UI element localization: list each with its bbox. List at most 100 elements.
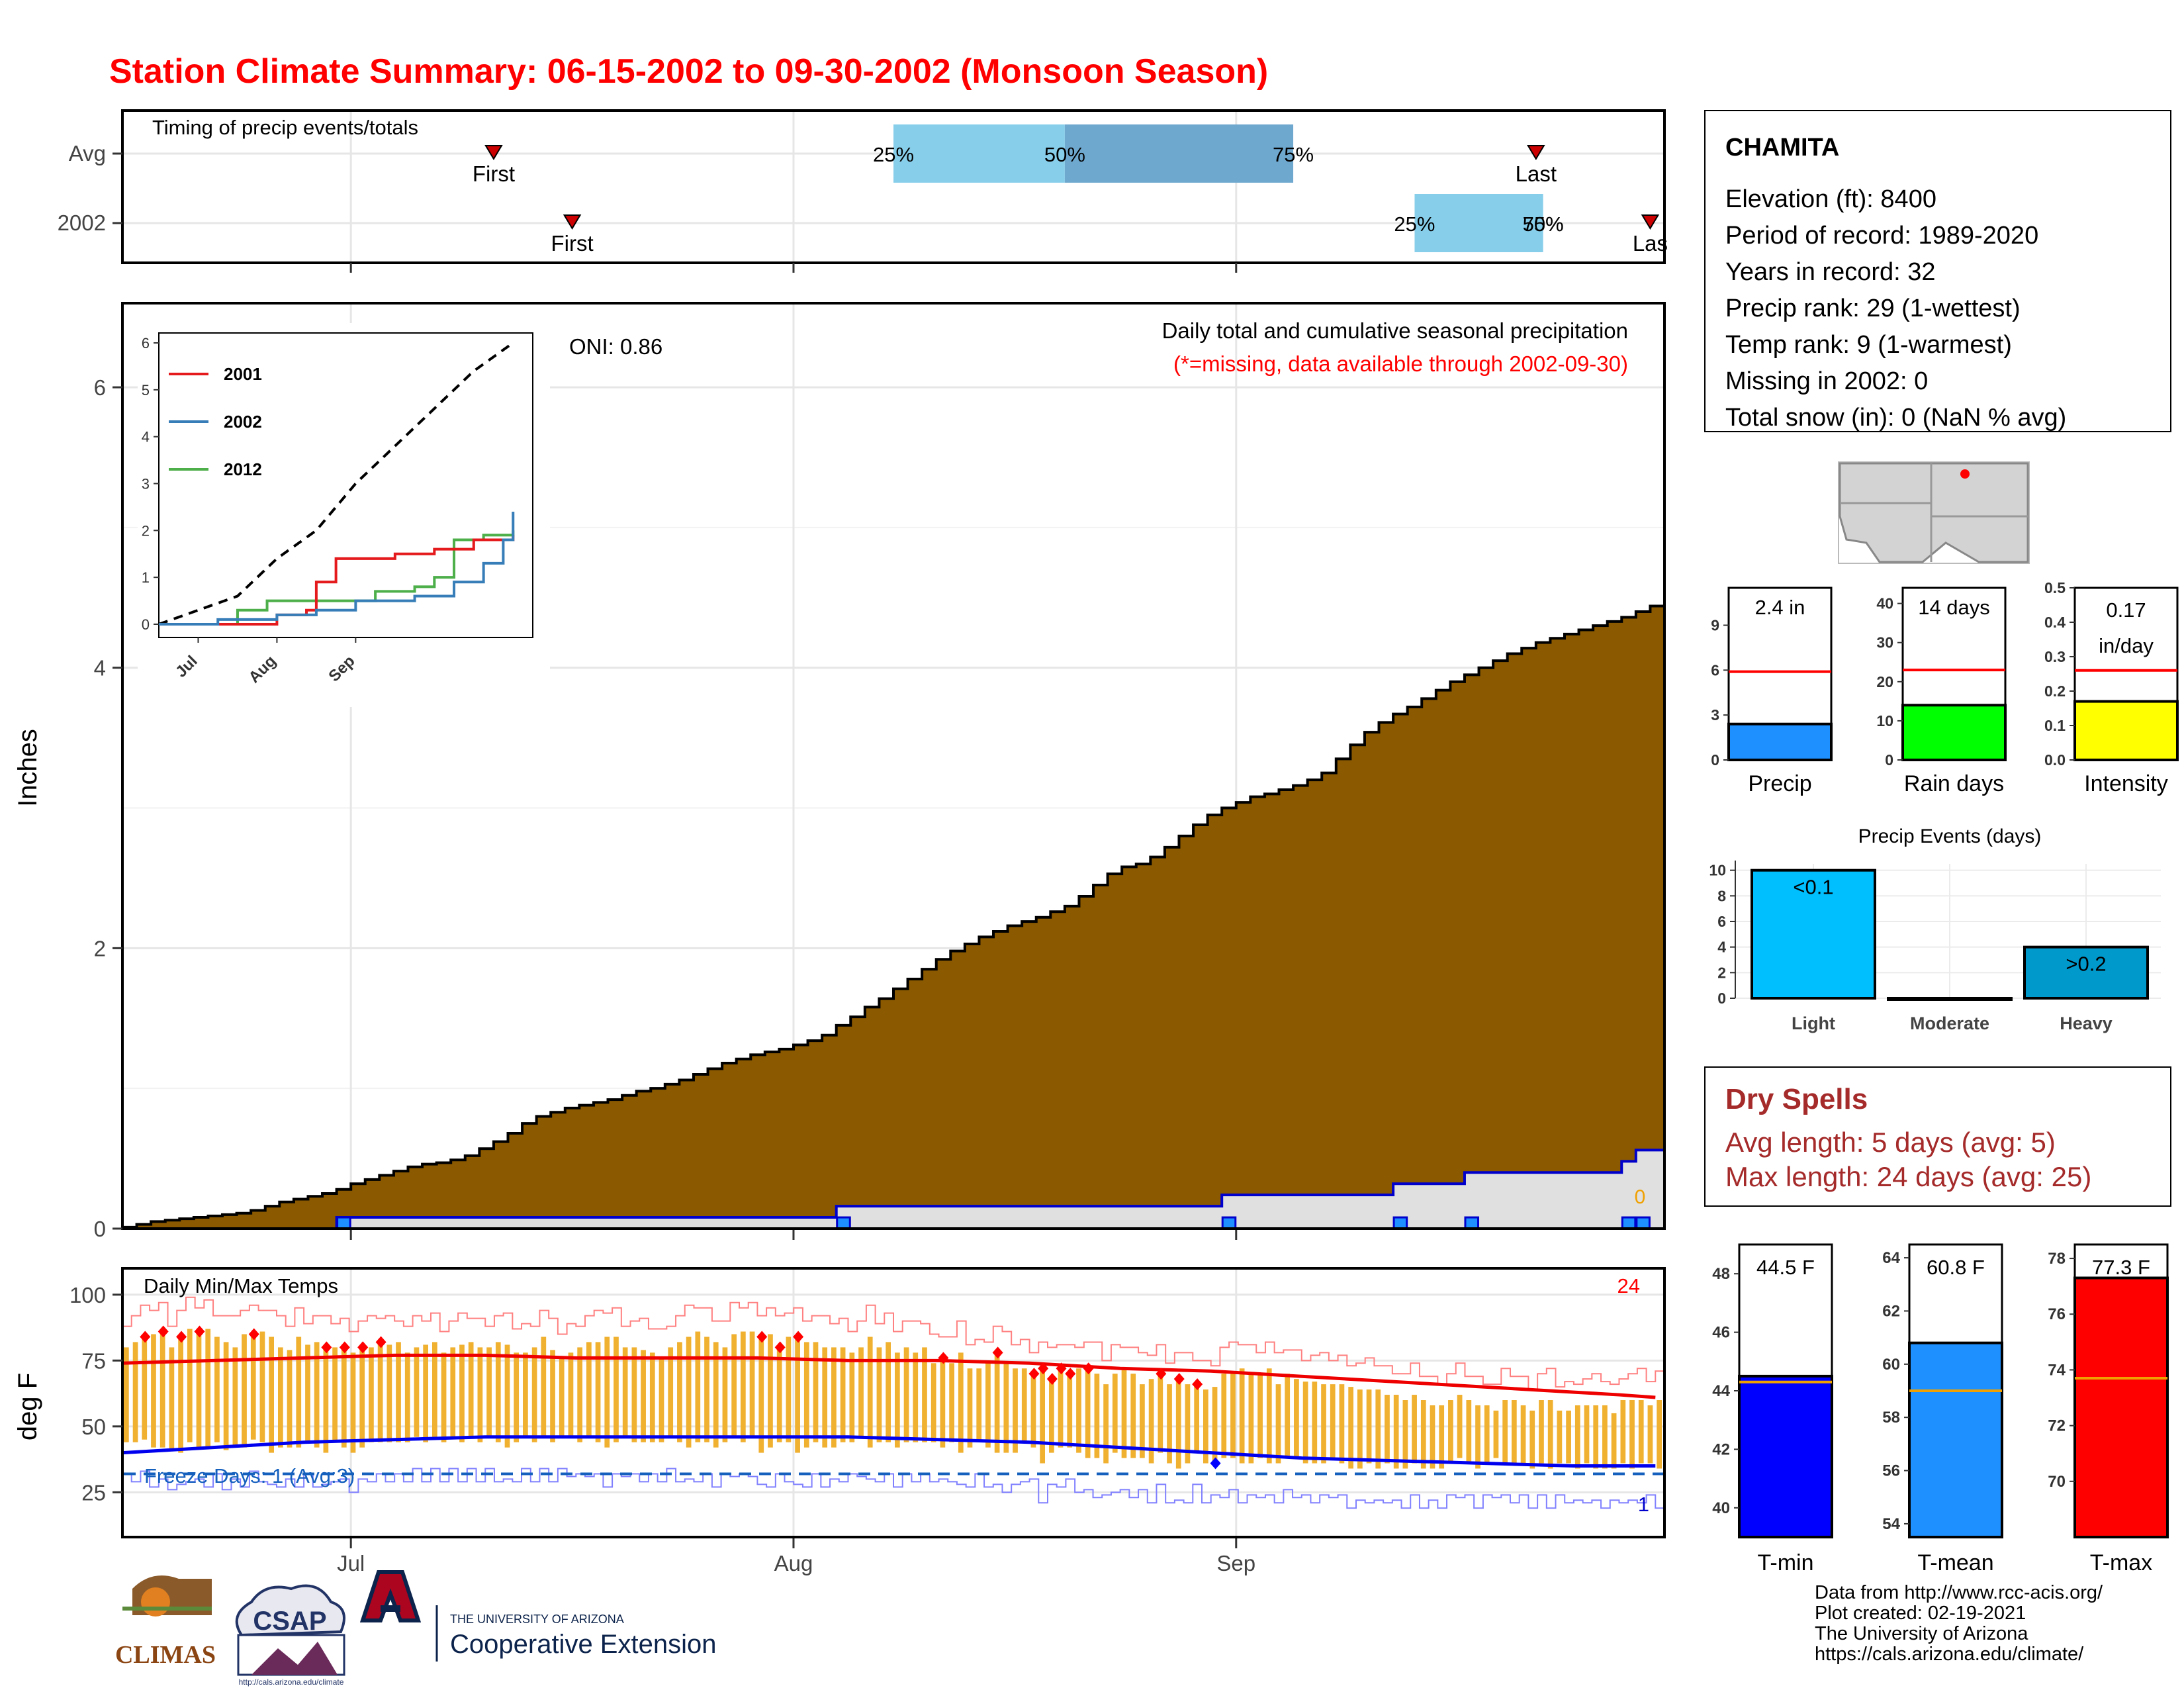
daily-temp-bar	[1466, 1400, 1472, 1464]
inset-legend-label-2002: 2002	[224, 412, 262, 432]
events-tick-label: 10	[1709, 862, 1726, 879]
daily-temp-bar	[1003, 1363, 1009, 1453]
timing-avg-q50-q75-bar	[1064, 124, 1294, 183]
mini-value-unit: in/day	[2099, 634, 2154, 657]
daily-temp-bar	[1547, 1400, 1553, 1469]
temp-bar-chart-t-max: 70 72 74 76 78 77.3 F T-max	[2048, 1243, 2169, 1575]
daily-temp-bar	[187, 1329, 193, 1442]
daily-temp-bar	[1439, 1405, 1445, 1469]
timing-avg-q25-q50-bar	[893, 124, 1065, 183]
station-info-frame	[1704, 110, 2171, 432]
temp-bar-category-label: T-min	[1758, 1550, 1814, 1575]
daily-temp-bar	[495, 1342, 501, 1442]
daily-temp-bar	[1030, 1374, 1036, 1448]
daily-temp-bar	[205, 1329, 211, 1448]
temp-bar-value-label: 44.5 F	[1756, 1256, 1815, 1279]
daily-temp-bar	[1257, 1374, 1263, 1458]
daily-temp-bar	[1140, 1384, 1145, 1458]
daily-temp-bar	[1321, 1384, 1326, 1464]
precip-y-tick-label-3: 6	[94, 375, 106, 400]
daily-temp-bar	[1629, 1400, 1635, 1469]
month-label-Sep: Sep	[1216, 1551, 1255, 1575]
oni-label: ONI: 0.86	[569, 334, 662, 359]
daily-temp-bar	[486, 1347, 492, 1437]
daily-temp-bar	[1584, 1405, 1590, 1464]
station-temp-rank: Temp rank: 9 (1-warmest)	[1725, 331, 2012, 359]
daily-temp-bar	[259, 1331, 265, 1442]
daily-temp-bar	[758, 1336, 764, 1453]
record-high-marker	[938, 1352, 949, 1364]
inset-y-tick-label-6: 6	[142, 335, 150, 352]
daily-temp-bar	[704, 1336, 709, 1442]
daily-temp-bar	[377, 1342, 383, 1442]
missing-count: 0	[1635, 1186, 1646, 1208]
daily-temp-bar	[305, 1344, 310, 1442]
temp-bar-tick-label: 48	[1712, 1265, 1730, 1283]
daily-temp-bar	[178, 1336, 183, 1453]
daily-temp-bar	[250, 1334, 256, 1440]
mini-tick-label: 30	[1876, 634, 1893, 651]
temp-bar-category-label: T-max	[2090, 1550, 2152, 1575]
daily-temp-bar	[614, 1336, 619, 1442]
daily-temp-bar	[1248, 1374, 1254, 1464]
temp-bar-tick-label: 46	[1712, 1324, 1730, 1342]
daily-temp-bar	[876, 1347, 882, 1442]
inset-y-tick-label-2: 2	[142, 522, 150, 539]
daily-temp-bar	[840, 1347, 846, 1442]
daily-temp-bar	[1103, 1384, 1109, 1464]
mini-chart-intensity: 0.0 0.1 0.2 0.3 0.4 0.5 0.17 in/day Intensity	[2044, 579, 2179, 796]
csap-logo-url: http://cals.arizona.edu/climate	[239, 1677, 344, 1687]
daily-temp-bar	[1076, 1368, 1081, 1453]
temp-bar-tick-label: 56	[1882, 1462, 1900, 1480]
daily-temp-bar	[858, 1347, 864, 1437]
daily-temp-bar	[1167, 1384, 1172, 1464]
daily-temp-bar	[1175, 1379, 1181, 1469]
mini-tick-label: 3	[1711, 706, 1719, 724]
temp-y-tick-label-0: 25	[81, 1480, 106, 1505]
temp-y-tick-label-1: 50	[81, 1415, 106, 1439]
daily-temp-bar	[1239, 1368, 1245, 1464]
daily-temp-bar	[332, 1347, 338, 1442]
precip-y-tick-label-0: 0	[94, 1217, 106, 1241]
daily-temp-bar	[541, 1336, 547, 1437]
precip-y-tick-label-1: 2	[94, 936, 106, 961]
events-bar-label-light: <0.1	[1793, 876, 1833, 899]
station-name: CHAMITA	[1725, 134, 1839, 162]
inset-y-tick-label-3: 3	[142, 476, 150, 492]
daily-temp-bar	[159, 1331, 165, 1448]
csap-logo: CSAP http://cals.arizona.edu/climate	[235, 1584, 345, 1687]
temp-y-tick-label-3: 100	[69, 1283, 106, 1307]
daily-temp-bar	[1058, 1368, 1064, 1448]
daily-temp-bar	[278, 1347, 283, 1448]
footer-data-source: Data from http://www.rcc-acis.org/	[1815, 1582, 2103, 1603]
daily-temp-bar	[441, 1352, 447, 1442]
temp-bar-value	[2073, 1276, 2169, 1538]
daily-temp-bar	[795, 1336, 800, 1453]
precip-x-ticks	[349, 1230, 1238, 1240]
events-bar-moderate	[1887, 997, 2013, 1001]
daily-temp-bar	[423, 1344, 428, 1442]
daily-temp-bar	[668, 1347, 674, 1437]
mini-tick-label: 0.2	[2044, 682, 2066, 700]
temp-bar-value-label: 60.8 F	[1927, 1256, 1985, 1279]
daily-precip-bar	[1621, 1216, 1637, 1230]
dry-spells-frame	[1704, 1066, 2171, 1207]
daily-temp-bar	[1484, 1405, 1490, 1464]
temp-bar-category-label: T-mean	[1917, 1550, 1993, 1575]
temp-bar-tick-label: 54	[1882, 1515, 1900, 1533]
daily-temp-bar	[595, 1342, 601, 1442]
events-bar-light	[1751, 868, 1876, 1000]
mini-tick-label: 6	[1711, 661, 1719, 679]
daily-temp-bar	[677, 1342, 682, 1442]
daily-temp-bar	[659, 1358, 664, 1442]
timing-2002-first-marker	[563, 214, 582, 230]
inset-y-tick-label-0: 0	[142, 616, 150, 633]
temp-bar-chart-t-mean: 54 56 58 60 62 64 60.8 F T-mean	[1882, 1243, 2003, 1575]
map-states	[1839, 462, 2029, 563]
daily-temp-bar	[1357, 1389, 1363, 1469]
mini-value-bar	[1727, 722, 1833, 762]
timing-avg-last-label: Last	[1516, 162, 1557, 186]
precip-events-chart: Precip Events (days) 0 2 4 6 8 10 <0.1 Light Mod…	[1709, 825, 2161, 1033]
avg-low-curve	[122, 1435, 1656, 1468]
